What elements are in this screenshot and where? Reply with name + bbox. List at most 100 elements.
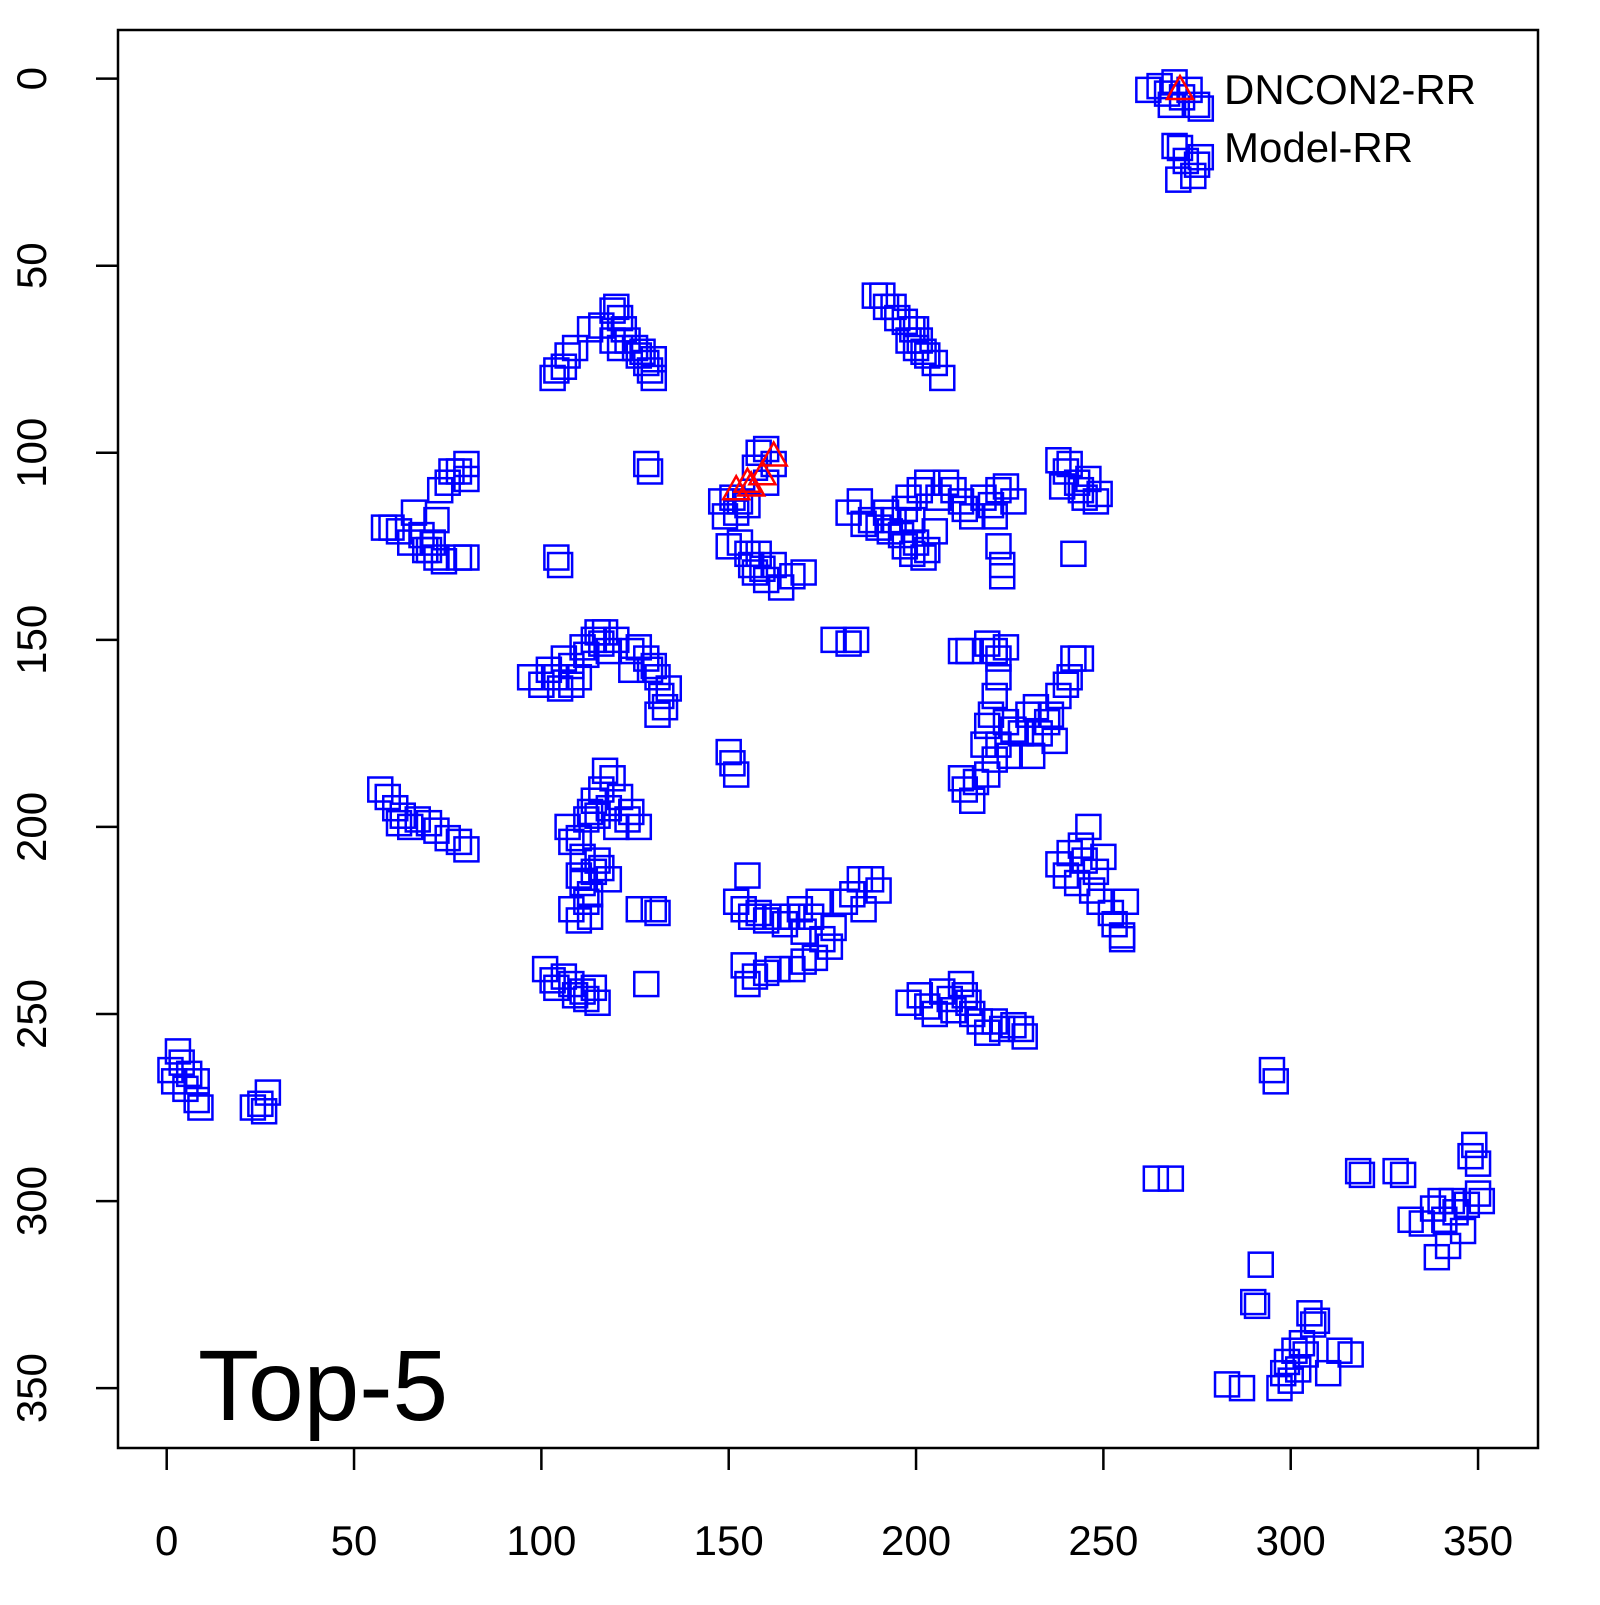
- y-tick-label: 300: [8, 1166, 55, 1236]
- point: [730, 952, 757, 979]
- point: [453, 450, 480, 478]
- point: [576, 881, 604, 908]
- point: [985, 533, 1012, 560]
- point: [633, 970, 660, 998]
- point: [1284, 1356, 1312, 1383]
- point: [655, 675, 683, 702]
- point: [453, 465, 480, 493]
- point: [400, 499, 428, 526]
- point: [1011, 1023, 1038, 1050]
- point: [1382, 1157, 1409, 1185]
- point: [254, 1079, 282, 1106]
- point: [1052, 671, 1080, 698]
- point: [1464, 1150, 1492, 1177]
- point: [947, 637, 975, 665]
- point: [902, 334, 930, 362]
- point: [573, 888, 600, 916]
- point: [820, 626, 847, 654]
- x-tick-label: 0: [155, 1517, 178, 1564]
- legend-marker: [1166, 134, 1194, 162]
- point: [591, 757, 619, 785]
- point: [921, 1000, 949, 1028]
- point: [981, 682, 1008, 710]
- point: [644, 899, 671, 927]
- point: [1243, 1292, 1271, 1320]
- point: [445, 458, 473, 485]
- point: [175, 1060, 203, 1088]
- point: [599, 327, 626, 354]
- plot-frame: [116, 28, 1540, 1450]
- point: [1086, 480, 1113, 508]
- point: [543, 544, 570, 571]
- point: [1292, 1341, 1319, 1368]
- y-tick-label: 150: [8, 605, 55, 675]
- point: [1183, 151, 1211, 178]
- point: [367, 776, 394, 803]
- point: [1082, 858, 1110, 886]
- point: [951, 982, 979, 1009]
- legend-label: Model-RR: [1224, 124, 1413, 171]
- point: [734, 862, 761, 889]
- legend-label: DNCON2-RR: [1224, 66, 1476, 113]
- point: [899, 540, 926, 568]
- point: [914, 536, 941, 564]
- point: [644, 701, 671, 728]
- point: [1037, 701, 1065, 728]
- point: [1056, 450, 1083, 478]
- point: [958, 1000, 986, 1028]
- point: [1000, 488, 1027, 515]
- point: [528, 671, 555, 698]
- point: [183, 1086, 210, 1114]
- y-tick-label: 250: [8, 979, 55, 1049]
- y-tick-label: 50: [8, 242, 55, 289]
- point: [992, 634, 1020, 661]
- point: [1048, 473, 1076, 500]
- point: [850, 895, 877, 923]
- point: [996, 742, 1023, 770]
- y-tick-label: 200: [8, 792, 55, 862]
- point: [554, 342, 581, 369]
- point: [250, 1098, 278, 1125]
- point: [1314, 1359, 1342, 1387]
- legend-marker: [1164, 73, 1196, 101]
- point: [633, 349, 660, 377]
- point: [378, 514, 405, 541]
- point: [764, 903, 791, 930]
- point: [411, 536, 439, 564]
- point: [1303, 1307, 1331, 1335]
- point: [985, 664, 1012, 691]
- point: [546, 675, 574, 702]
- point: [958, 787, 986, 814]
- point: [1161, 69, 1188, 96]
- point: [734, 491, 761, 519]
- point: [1060, 540, 1087, 568]
- point: [415, 809, 443, 837]
- point: [906, 476, 934, 504]
- point: [1468, 1187, 1496, 1215]
- point: [1157, 1165, 1185, 1192]
- point: [561, 334, 589, 362]
- point: [584, 989, 611, 1017]
- point: [565, 824, 593, 852]
- point: [599, 765, 626, 792]
- point: [790, 559, 817, 586]
- point: [1075, 813, 1102, 841]
- point: [606, 334, 634, 362]
- point: [1299, 1311, 1327, 1338]
- point: [636, 656, 664, 684]
- point: [745, 899, 772, 927]
- point: [745, 540, 772, 568]
- point: [988, 562, 1016, 590]
- point: [1213, 1371, 1241, 1398]
- point: [872, 499, 900, 526]
- point: [1018, 742, 1046, 770]
- point: [1389, 1161, 1417, 1189]
- point: [1187, 95, 1215, 122]
- point: [1247, 1251, 1274, 1278]
- point: [1165, 166, 1192, 193]
- point: [580, 974, 608, 1002]
- point: [921, 518, 949, 545]
- point: [1228, 1374, 1256, 1402]
- point: [981, 746, 1008, 773]
